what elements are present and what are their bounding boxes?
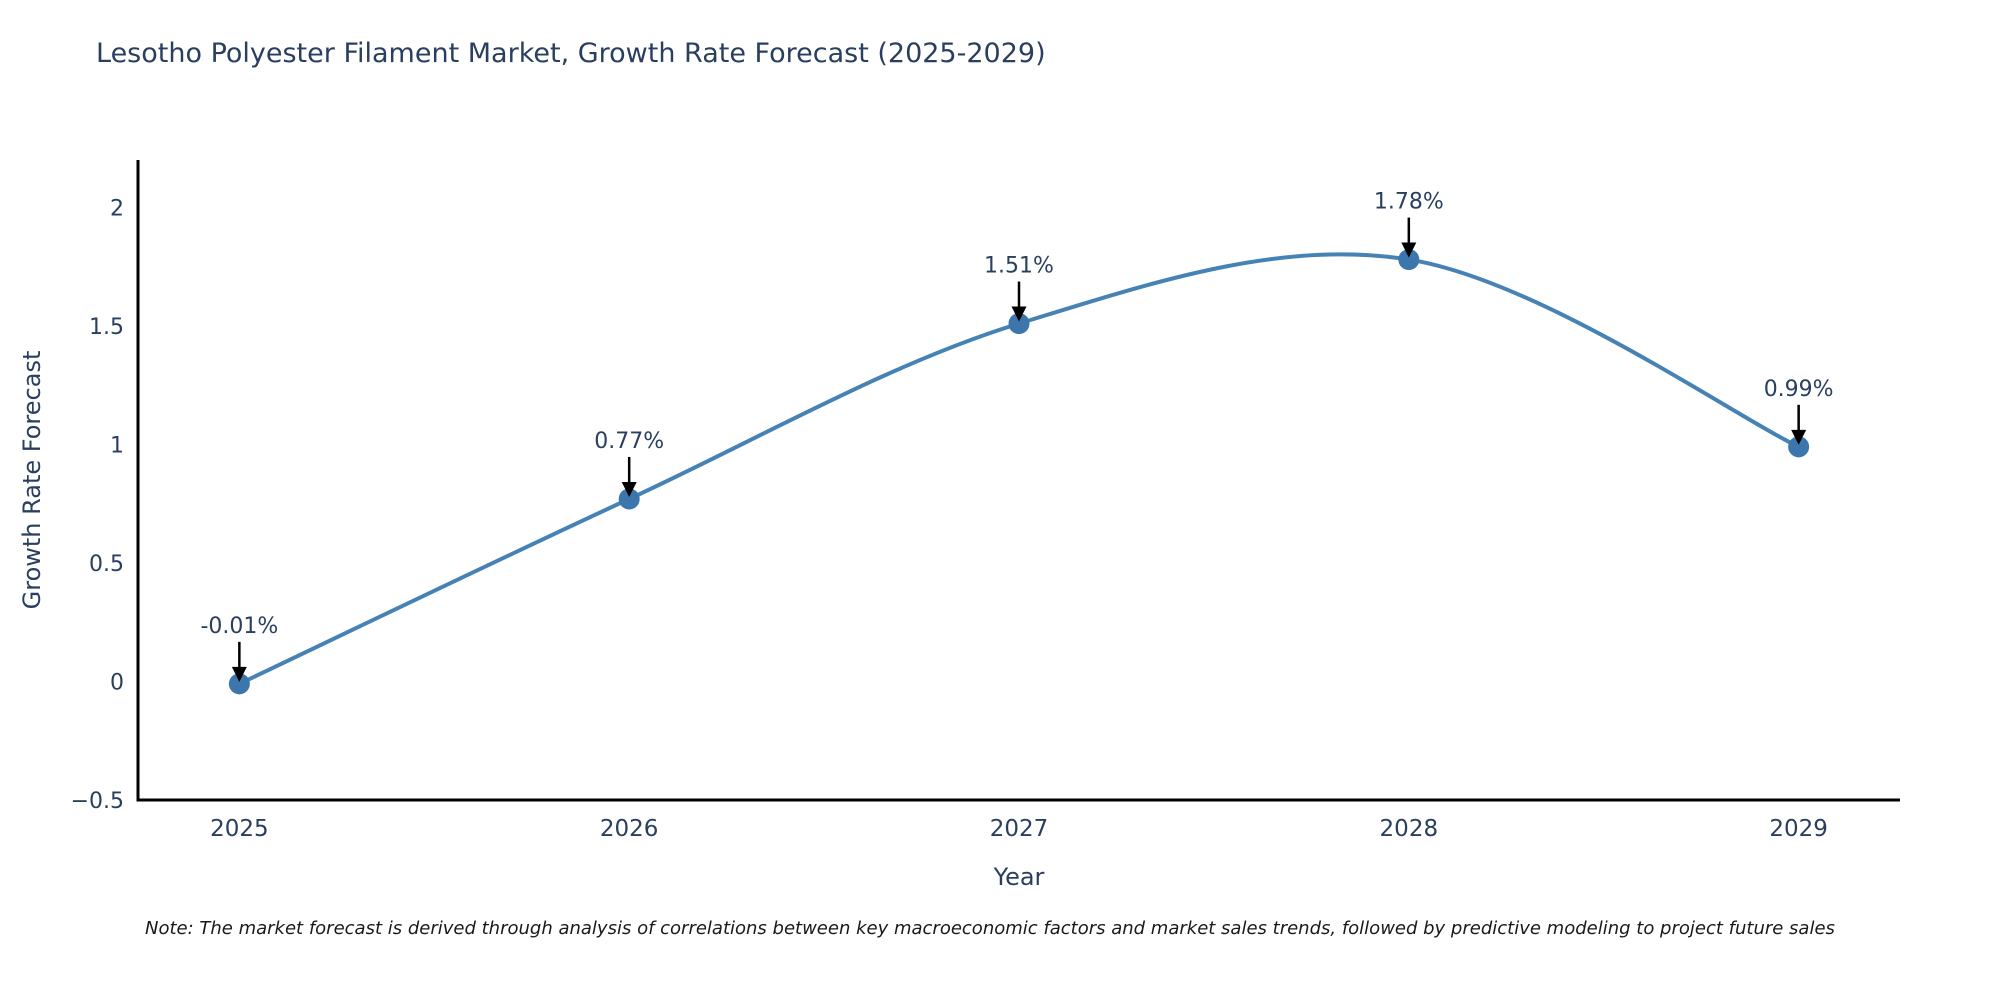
x-tick-label: 2026 bbox=[600, 816, 659, 842]
data-point-label: 1.51% bbox=[984, 254, 1054, 279]
annotation-arrow-head bbox=[1791, 429, 1807, 445]
y-tick-label: 0.5 bbox=[89, 552, 124, 577]
footnote: Note: The market forecast is derived thr… bbox=[145, 918, 1835, 939]
annotation-arrow-head bbox=[621, 481, 637, 497]
y-tick-label: 0 bbox=[110, 670, 124, 695]
data-point-marker bbox=[1788, 436, 1810, 458]
data-point-label: 0.99% bbox=[1764, 377, 1834, 402]
data-point-marker bbox=[228, 673, 250, 695]
data-point-label: 0.77% bbox=[594, 429, 664, 454]
x-tick-label: 2027 bbox=[990, 816, 1049, 842]
annotation-arrow-head bbox=[1401, 242, 1417, 258]
x-tick-label: 2029 bbox=[1769, 816, 1828, 842]
y-tick-label: 1.5 bbox=[89, 315, 124, 340]
x-tick-label: 2028 bbox=[1380, 816, 1439, 842]
data-point-label: -0.01% bbox=[200, 614, 278, 639]
data-point-marker bbox=[1008, 313, 1030, 335]
axis-lines bbox=[136, 160, 1900, 802]
x-axis-title: Year bbox=[993, 863, 1045, 891]
y-tick-label: 1 bbox=[110, 433, 124, 458]
chart-title: Lesotho Polyester Filament Market, Growt… bbox=[96, 38, 1046, 69]
annotation-arrow-head bbox=[1011, 306, 1027, 322]
y-tick-label: 2 bbox=[110, 196, 124, 221]
x-tick-label: 2025 bbox=[210, 816, 269, 842]
data-point-marker bbox=[1398, 249, 1420, 271]
data-point-label: 1.78% bbox=[1374, 190, 1444, 215]
y-tick-label: −0.5 bbox=[71, 789, 124, 814]
data-point-marker bbox=[618, 488, 640, 510]
annotation-arrow-head bbox=[231, 666, 247, 682]
